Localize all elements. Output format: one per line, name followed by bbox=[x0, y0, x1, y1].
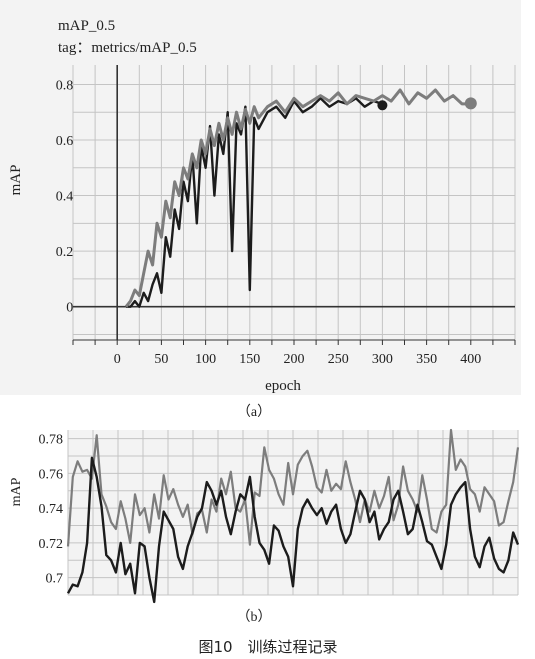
panel-b-y-axis-label: mAP bbox=[9, 477, 24, 506]
x-tick-label: 100 bbox=[195, 352, 216, 367]
y-tick-label: 0.6 bbox=[56, 134, 74, 149]
x-tick-label: 50 bbox=[154, 352, 168, 367]
panel-a-x-axis-label: epoch bbox=[265, 378, 301, 394]
panel-a-y-axis-label: mAP bbox=[8, 165, 24, 196]
series-endpoint-marker bbox=[377, 100, 388, 111]
y-tick-label: 0.74 bbox=[39, 502, 64, 517]
panel-a-grid bbox=[72, 65, 516, 340]
panel-b-series bbox=[66, 428, 520, 604]
panel-a-title: mAP_0.5 bbox=[58, 18, 115, 34]
y-tick-label: 0.7 bbox=[46, 572, 64, 587]
panel-b-y-tick-labels: 0.7 0.72 0.74 0.76 0.78 bbox=[39, 433, 64, 587]
panel-a-series bbox=[124, 88, 477, 308]
y-tick-label: 0.76 bbox=[39, 467, 64, 482]
panel-b-label: （b） bbox=[237, 609, 272, 625]
figure-caption: 图10 训练过程记录 bbox=[198, 638, 337, 656]
x-tick-label: 250 bbox=[328, 352, 349, 367]
x-tick-label: 200 bbox=[284, 352, 305, 367]
y-tick-label: 0 bbox=[66, 301, 73, 316]
y-tick-label: 0.72 bbox=[39, 537, 64, 552]
series-line-2 bbox=[66, 456, 520, 604]
y-tick-label: 0.2 bbox=[56, 245, 74, 260]
series-line-1 bbox=[126, 97, 383, 308]
x-tick-label: 300 bbox=[372, 352, 393, 367]
y-tick-label: 0.78 bbox=[39, 433, 64, 448]
panel-b: 0.7 0.72 0.74 0.76 0.78 mAP bbox=[9, 428, 520, 604]
panel-a-subtitle: tag：metrics/mAP_0.5 bbox=[58, 40, 197, 56]
x-tick-label: 400 bbox=[460, 352, 481, 367]
panel-a-y-tick-labels: 0 0.2 0.4 0.6 0.8 bbox=[56, 78, 74, 315]
x-tick-label: 150 bbox=[239, 352, 260, 367]
y-tick-label: 0.4 bbox=[56, 190, 74, 205]
y-tick-label: 0.8 bbox=[56, 78, 74, 93]
series-line-2 bbox=[124, 88, 471, 308]
panel-a-x-tick-labels: 0 50 100 150 200 250 300 350 400 bbox=[114, 352, 482, 367]
panel-a-label: （a） bbox=[237, 404, 271, 420]
x-tick-label: 350 bbox=[416, 352, 437, 367]
series-line-1 bbox=[66, 428, 520, 547]
panel-a: mAP_0.5 tag：metrics/mAP_0.5 0 0.2 0.4 0.6 0.… bbox=[0, 0, 521, 395]
x-tick-label: 0 bbox=[114, 352, 121, 367]
series-endpoint-marker bbox=[464, 97, 477, 110]
panel-a-axes bbox=[72, 65, 516, 345]
panel-a-background bbox=[0, 0, 521, 395]
